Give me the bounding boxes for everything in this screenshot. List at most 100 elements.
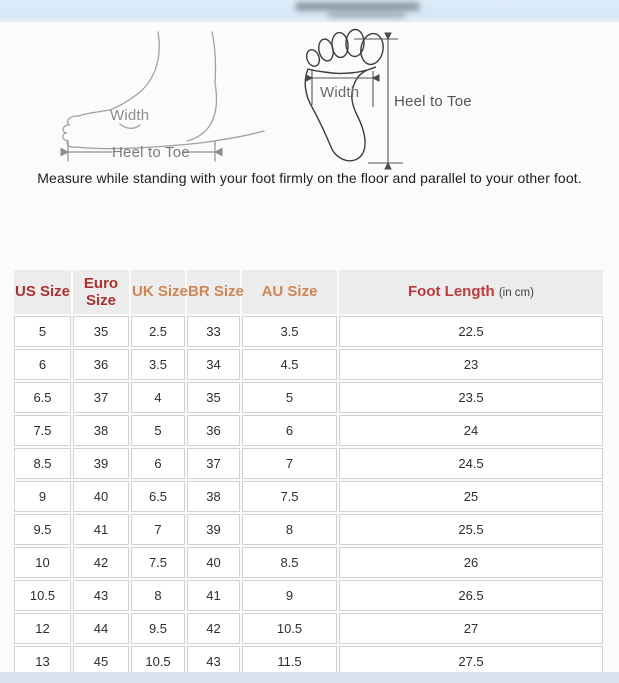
table-cell: 23.5 (339, 382, 603, 413)
column-header: AU Size (242, 270, 337, 314)
table-cell: 39 (73, 448, 129, 479)
top-banner (0, 0, 619, 22)
table-cell: 6 (242, 415, 337, 446)
table-cell: 42 (73, 547, 129, 578)
table-cell: 3.5 (242, 316, 337, 347)
column-header: Euro Size (73, 270, 129, 314)
table-cell: 12 (14, 613, 71, 644)
table-row: 6 36 3.5 34 4.5 23 (14, 349, 603, 380)
measurement-instruction: Measure while standing with your foot fi… (37, 170, 582, 186)
blurred-watermark (295, 2, 420, 11)
table-row: 7.5 38 5 36 6 24 (14, 415, 603, 446)
table-cell: 3.5 (131, 349, 185, 380)
table-row: 10 42 7.5 40 8.5 26 (14, 547, 603, 578)
column-header: UK Size (131, 270, 188, 314)
table-cell: 6.5 (131, 481, 185, 512)
table-row: 8.5 39 6 37 7 24.5 (14, 448, 603, 479)
table-cell: 35 (73, 316, 129, 347)
table-cell: 40 (73, 481, 129, 512)
table-cell: 25.5 (339, 514, 603, 545)
table-row: 10.5 43 8 41 9 26.5 (14, 580, 603, 611)
table-cell: 5 (131, 415, 185, 446)
table-cell: 26.5 (339, 580, 603, 611)
table-cell: 22.5 (339, 316, 603, 347)
table-body: 5 35 2.5 33 3.5 22.5 6 36 3.5 34 4.5 23 6.5 37 4 35 5 23.… (14, 316, 603, 677)
table-cell: 6 (131, 448, 185, 479)
table-cell: 8 (131, 580, 185, 611)
size-chart-table: US Size Euro Size UK Size BR Size AU Size Foo… (12, 268, 605, 679)
table-row: 9 40 6.5 38 7.5 25 (14, 481, 603, 512)
table-cell: 7.5 (14, 415, 71, 446)
table-row: 12 44 9.5 42 10.5 27 (14, 613, 603, 644)
table-cell: 38 (73, 415, 129, 446)
table-row: 9.5 41 7 39 8 25.5 (14, 514, 603, 545)
table-cell: 44 (73, 613, 129, 644)
table-cell: 38 (187, 481, 240, 512)
table-cell: 42 (187, 613, 240, 644)
table-cell: 9 (242, 580, 337, 611)
bottom-banner (0, 672, 619, 683)
foot-sole-sketch (304, 28, 403, 170)
side-view-heel-to-toe-label: Heel to Toe (112, 144, 190, 161)
table-cell: 36 (187, 415, 240, 446)
table-cell: 7 (242, 448, 337, 479)
table-cell: 9 (14, 481, 71, 512)
column-header: Foot Length (in cm) (339, 270, 603, 314)
table-cell: 7.5 (242, 481, 337, 512)
column-header-label: Foot Length (408, 283, 495, 301)
table-header-row: US Size Euro Size UK Size BR Size AU Size Foo… (14, 270, 603, 314)
table-cell: 24 (339, 415, 603, 446)
side-view-width-label: Width (110, 107, 150, 124)
column-header: BR Size (187, 270, 244, 314)
column-header: US Size (14, 270, 71, 314)
table-cell: 36 (73, 349, 129, 380)
table-cell: 39 (187, 514, 240, 545)
table-row: 13 45 10.5 43 11.5 27.5 (14, 646, 603, 677)
table-cell: 40 (187, 547, 240, 578)
table-cell: 6 (14, 349, 71, 380)
table-cell: 43 (187, 646, 240, 677)
foot-side-view-sketch (60, 31, 265, 162)
table-cell: 10.5 (131, 646, 185, 677)
table-cell: 13 (14, 646, 71, 677)
table-cell: 37 (187, 448, 240, 479)
table-cell: 4 (131, 382, 185, 413)
table-cell: 35 (187, 382, 240, 413)
table-cell: 8.5 (242, 547, 337, 578)
sole-view-width-label: Width (320, 84, 360, 101)
column-header-label: Euro Size (83, 274, 119, 309)
table-cell: 41 (187, 580, 240, 611)
table-cell: 8 (242, 514, 337, 545)
table-cell: 23 (339, 349, 603, 380)
table-cell: 5 (242, 382, 337, 413)
table-cell: 33 (187, 316, 240, 347)
table-cell: 11.5 (242, 646, 337, 677)
column-header-label: UK Size (132, 283, 188, 301)
measurement-diagrams: Width Heel to Toe Width Heel to Toe Meas… (0, 22, 619, 268)
unit-label: (in cm) (498, 287, 534, 300)
table-cell: 10 (14, 547, 71, 578)
table-cell: 43 (73, 580, 129, 611)
table-cell: 9.5 (131, 613, 185, 644)
table-cell: 37 (73, 382, 129, 413)
table-cell: 5 (14, 316, 71, 347)
table-cell: 10.5 (242, 613, 337, 644)
column-header-label: US Size (15, 283, 71, 301)
column-header-label: BR Size (188, 283, 244, 301)
table-cell: 26 (339, 547, 603, 578)
table-cell: 8.5 (14, 448, 71, 479)
table-cell: 7.5 (131, 547, 185, 578)
table-cell: 7 (131, 514, 185, 545)
column-header-label: AU Size (261, 283, 318, 301)
table-cell: 25 (339, 481, 603, 512)
table-cell: 4.5 (242, 349, 337, 380)
table-cell: 9.5 (14, 514, 71, 545)
table-cell: 24.5 (339, 448, 603, 479)
table-row: 5 35 2.5 33 3.5 22.5 (14, 316, 603, 347)
sole-view-heel-to-toe-label: Heel to Toe (394, 93, 472, 110)
table-cell: 6.5 (14, 382, 71, 413)
table-cell: 2.5 (131, 316, 185, 347)
table-cell: 41 (73, 514, 129, 545)
table-cell: 34 (187, 349, 240, 380)
